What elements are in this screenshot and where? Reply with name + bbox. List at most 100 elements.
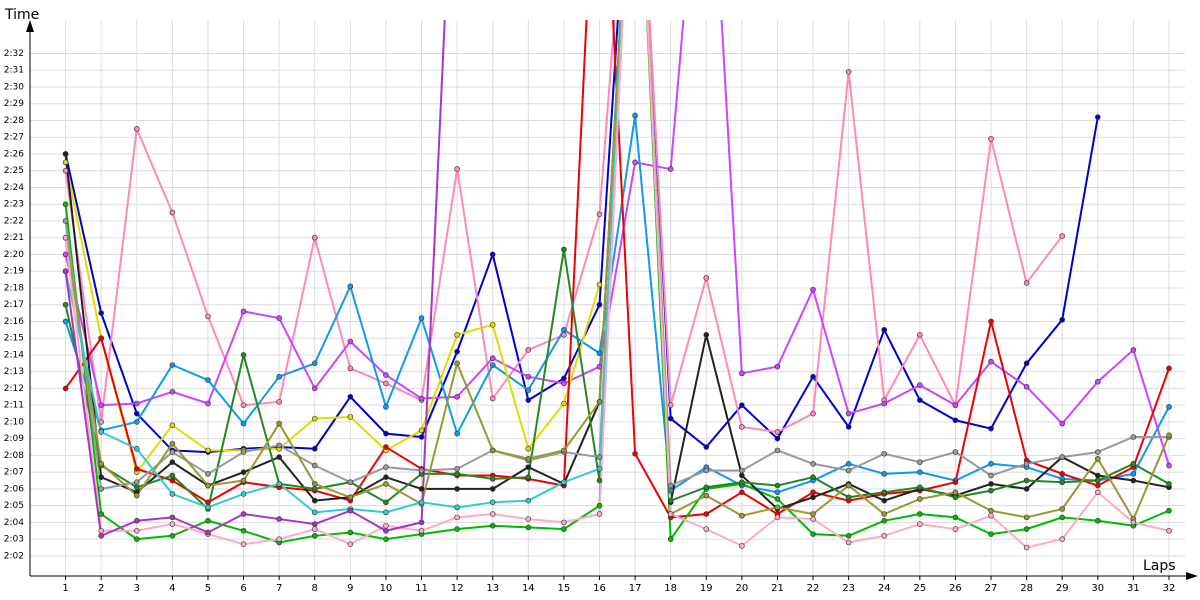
series-line bbox=[64, 20, 1170, 466]
data-point bbox=[703, 444, 710, 450]
data-point bbox=[845, 482, 852, 489]
x-tick-label: 29 bbox=[1056, 583, 1069, 594]
data-point bbox=[489, 447, 496, 454]
x-tick-label: 14 bbox=[522, 583, 535, 594]
x-tick-label: 5 bbox=[205, 583, 211, 594]
x-tick-label: 13 bbox=[486, 583, 499, 594]
y-tick-label: 2:29 bbox=[4, 99, 24, 109]
data-point bbox=[1094, 489, 1101, 496]
data-point bbox=[667, 402, 674, 408]
data-point bbox=[133, 126, 140, 132]
data-point bbox=[525, 387, 532, 393]
x-tick-label: 11 bbox=[415, 583, 428, 594]
data-point bbox=[810, 489, 816, 496]
y-tick-label: 2:06 bbox=[4, 484, 24, 494]
data-point bbox=[454, 348, 460, 355]
data-point bbox=[988, 531, 994, 537]
data-point bbox=[276, 536, 282, 542]
data-point bbox=[240, 308, 247, 315]
data-point bbox=[133, 517, 140, 524]
x-tick-label: 31 bbox=[1127, 583, 1140, 594]
data-point bbox=[98, 402, 104, 408]
data-point bbox=[347, 494, 354, 501]
data-point bbox=[311, 486, 318, 492]
data-point bbox=[489, 476, 496, 482]
data-point bbox=[917, 397, 923, 403]
data-point bbox=[454, 471, 460, 477]
data-point bbox=[169, 459, 176, 465]
data-point bbox=[276, 373, 282, 380]
data-point bbox=[62, 318, 69, 325]
data-point bbox=[205, 313, 211, 320]
data-point bbox=[169, 477, 176, 484]
data-point bbox=[1166, 527, 1172, 534]
data-point bbox=[205, 504, 211, 511]
data-point bbox=[418, 315, 425, 321]
y-tick-label: 2:21 bbox=[4, 233, 24, 243]
y-tick-label: 2:14 bbox=[4, 350, 24, 360]
data-point bbox=[383, 522, 389, 529]
data-point bbox=[276, 399, 282, 405]
data-point bbox=[917, 459, 923, 465]
data-point bbox=[1059, 536, 1066, 542]
y-tick-label: 2:07 bbox=[4, 468, 24, 478]
data-point bbox=[525, 524, 532, 531]
data-point bbox=[845, 533, 852, 539]
data-point bbox=[917, 332, 923, 338]
x-tick-label: 30 bbox=[1091, 583, 1104, 594]
series-line bbox=[64, 115, 1170, 494]
data-point bbox=[703, 511, 710, 517]
y-tick-label: 2:23 bbox=[4, 200, 24, 210]
data-point bbox=[347, 394, 354, 400]
x-tick-label: 9 bbox=[347, 583, 353, 594]
data-point bbox=[1166, 365, 1172, 372]
data-point bbox=[98, 335, 104, 341]
data-point bbox=[988, 512, 994, 519]
data-point bbox=[774, 496, 781, 502]
data-point bbox=[62, 151, 69, 157]
data-point bbox=[845, 424, 852, 430]
data-point bbox=[952, 514, 959, 521]
y-tick-label: 2:18 bbox=[4, 283, 24, 293]
data-point bbox=[98, 419, 104, 425]
data-point bbox=[383, 444, 389, 450]
data-point bbox=[881, 400, 888, 407]
x-tick-label: 18 bbox=[664, 583, 677, 594]
series-line bbox=[64, 20, 446, 538]
data-point bbox=[739, 472, 745, 479]
data-point bbox=[845, 494, 852, 501]
data-point bbox=[596, 211, 603, 218]
data-point bbox=[240, 469, 247, 475]
x-tick-label: 6 bbox=[240, 583, 246, 594]
data-point bbox=[276, 454, 282, 460]
data-point bbox=[917, 469, 923, 475]
data-point bbox=[810, 531, 816, 537]
x-tick-label: 28 bbox=[1020, 583, 1033, 594]
data-point bbox=[845, 539, 852, 546]
y-tick-label: 2:02 bbox=[4, 551, 24, 561]
data-point bbox=[383, 536, 389, 542]
series-line bbox=[64, 20, 1170, 522]
data-point bbox=[1023, 477, 1030, 484]
y-tick-label: 2:20 bbox=[4, 250, 24, 260]
data-point bbox=[525, 397, 532, 403]
data-point bbox=[169, 491, 176, 497]
data-point bbox=[988, 472, 994, 479]
data-point bbox=[917, 484, 923, 491]
data-point bbox=[739, 424, 745, 430]
data-point bbox=[489, 522, 496, 529]
data-point bbox=[525, 455, 532, 462]
data-point bbox=[739, 489, 745, 496]
data-point bbox=[1023, 460, 1030, 467]
data-point bbox=[454, 394, 460, 400]
data-point bbox=[952, 479, 959, 486]
data-point bbox=[1059, 233, 1066, 239]
data-point bbox=[596, 399, 603, 405]
data-point bbox=[454, 360, 460, 367]
data-point bbox=[62, 201, 69, 208]
y-tick-label: 2:08 bbox=[4, 451, 24, 461]
data-point bbox=[169, 533, 176, 539]
data-point bbox=[1059, 454, 1066, 460]
data-point bbox=[311, 462, 318, 469]
data-point bbox=[62, 268, 69, 275]
